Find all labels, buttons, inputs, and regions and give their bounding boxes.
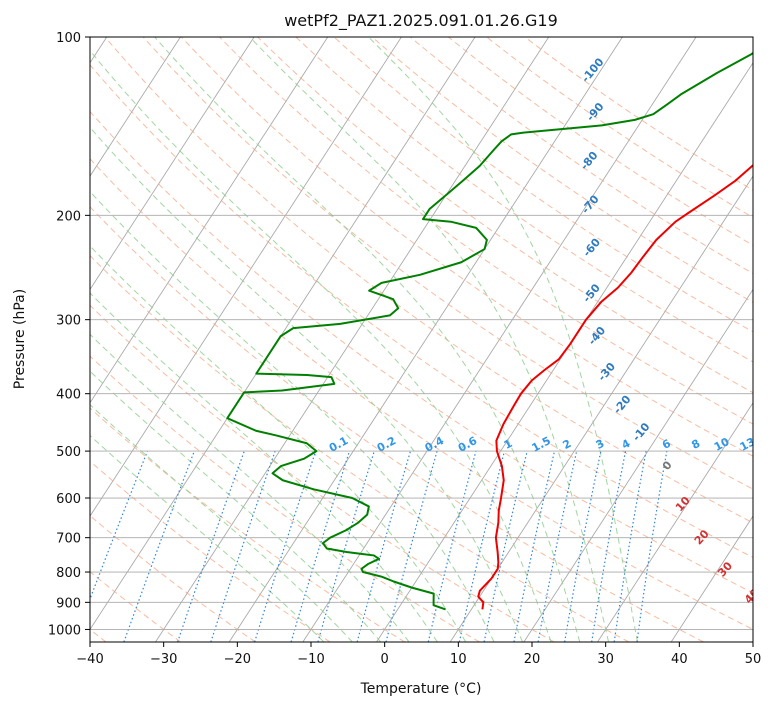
mixing-ratio-line [317, 450, 375, 642]
dry-adiabat-line [142, 37, 753, 490]
dry-adiabat-line [90, 110, 753, 594]
x-tick-label: 0 [381, 652, 389, 667]
plot-frame [89, 36, 754, 643]
isotherm-line [90, 37, 402, 517]
dry-adiabat-line [90, 407, 406, 642]
mixing-ratio-line [537, 450, 578, 642]
y-tick-label: 900 [56, 596, 81, 611]
y-axis-label: Pressure (hPa) [12, 289, 28, 389]
moist-adiabat-line [90, 126, 523, 642]
moist-adiabat-line [90, 404, 353, 642]
mixing-ratio-label: 10 [712, 435, 732, 454]
mixing-ratio-lines [90, 450, 668, 642]
x-tick-label: 40 [671, 652, 688, 667]
moist-adiabat-line [90, 245, 467, 642]
isotherm-line [670, 515, 753, 642]
moist-adiabat-line [154, 37, 581, 642]
dewpoint-profile-line [226, 51, 753, 611]
isotherm-line [90, 37, 181, 177]
mixing-ratio-line [458, 450, 506, 642]
y-tick-label: 800 [56, 566, 81, 581]
dry-adiabat-line [90, 304, 555, 642]
dry-adiabat-line [90, 158, 753, 630]
moist-adiabat-lines [90, 37, 638, 642]
moist-adiabat-line [90, 333, 410, 642]
y-tick-label: 700 [56, 532, 81, 547]
x-tick-label: −30 [150, 652, 177, 667]
pressure-gridlines [90, 37, 753, 630]
x-axis-ticks: −40 −30 −20 −10 0 10 20 30 40 50 [76, 642, 761, 667]
isotherm-line [597, 401, 753, 642]
dry-adiabat-line [90, 64, 753, 559]
mixing-ratio-line [290, 450, 351, 642]
moist-adiabat-line [90, 190, 495, 642]
moist-adiabat-line [90, 49, 552, 642]
dry-adiabat-line [90, 206, 704, 642]
mixing-ratio-line [564, 450, 602, 642]
moist-adiabat-line [90, 434, 325, 642]
sounding-series [226, 51, 753, 611]
plot-area: -100-90-80-70-60-50-40-30-20-1000.1 0.2 0.… [90, 37, 762, 642]
dry-adiabat-line [104, 37, 753, 524]
moist-adiabat-label: 40 [742, 586, 762, 606]
y-tick-label: 600 [56, 492, 81, 507]
mixing-ratio-line [427, 450, 477, 642]
dry-adiabat-line [486, 37, 753, 219]
y-tick-label: 200 [56, 209, 81, 224]
y-tick-label: 100 [56, 31, 81, 46]
dry-adiabat-line [524, 37, 753, 191]
isotherm-line [90, 37, 255, 291]
isotherm-line [90, 37, 329, 404]
mixing-ratio-line [210, 450, 276, 642]
x-tick-label: −20 [224, 652, 251, 667]
x-tick-label: 30 [597, 652, 614, 667]
mixing-ratio-line [513, 450, 556, 642]
y-tick-label: 300 [56, 314, 81, 329]
isotherm-line [155, 37, 550, 642]
isotherm-line [228, 37, 623, 642]
y-tick-label: 500 [56, 445, 81, 460]
x-tick-label: −10 [297, 652, 324, 667]
dry-adiabat-line [295, 37, 753, 363]
y-axis-ticks: 100 200 300 400 500 600 700 800 900 1000 [48, 31, 90, 638]
dry-adiabat-line [219, 37, 753, 425]
mixing-ratio-label: 13 [738, 435, 758, 454]
moist-adiabat-line [249, 37, 610, 642]
dry-adiabat-line [181, 37, 753, 457]
temperature-profile-line [477, 164, 753, 610]
dry-adiabat-line [257, 37, 753, 394]
mixing-ratio-line [254, 450, 317, 642]
mixing-ratio-line [613, 450, 647, 642]
dry-adiabat-lines [90, 37, 753, 642]
chart-title: wetPf2_PAZ1.2025.091.01.26.G19 [284, 11, 558, 31]
x-tick-label: 50 [745, 652, 762, 667]
x-axis-label: Temperature (°C) [360, 681, 482, 697]
moist-adiabat-line [90, 370, 382, 642]
x-tick-label: 10 [450, 652, 467, 667]
x-tick-label: −40 [76, 652, 103, 667]
isotherm-line [523, 288, 753, 642]
mixing-ratio-line [123, 450, 195, 642]
mixing-ratio-line [591, 450, 627, 642]
mixing-ratio-line [636, 450, 668, 642]
dry-adiabat-line [90, 460, 331, 642]
dry-adiabat-line [90, 254, 630, 642]
x-tick-label: 20 [524, 652, 541, 667]
mixing-ratio-line [483, 450, 528, 642]
y-tick-label: 1000 [48, 623, 81, 638]
mixing-ratio-line [177, 450, 245, 642]
isotherm-line [449, 175, 753, 642]
mixing-ratio-line [356, 450, 412, 642]
mixing-ratio-line [385, 450, 438, 642]
y-tick-label: 400 [56, 388, 81, 403]
moist-adiabat-line [368, 37, 638, 642]
